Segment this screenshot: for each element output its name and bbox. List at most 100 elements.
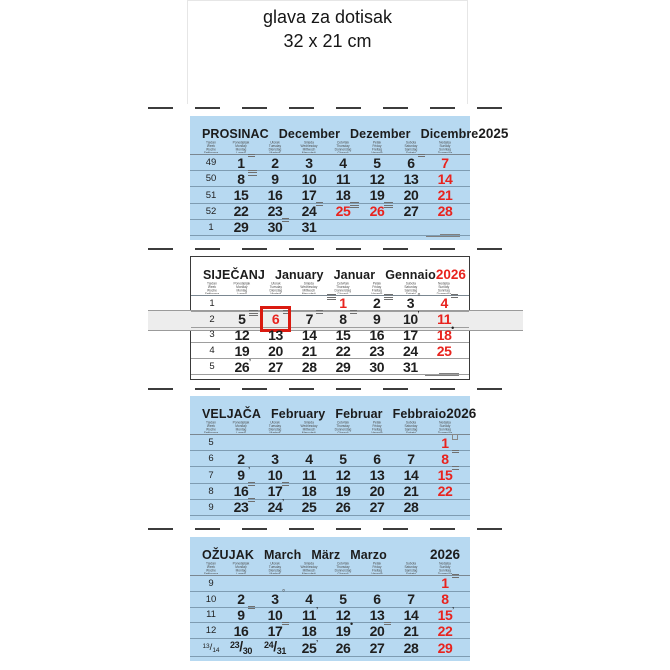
day-cell: 23 <box>369 342 385 359</box>
weekday-header: SrijedaWednesdayMittwochMercoledì <box>292 282 326 294</box>
weekday-name: Martedì <box>259 293 293 294</box>
weekday-name: Samstag <box>404 428 418 432</box>
year-label: 2025 <box>478 126 509 141</box>
day-cell: 12 <box>335 467 351 483</box>
weekday-name: Montag <box>236 289 248 293</box>
day-cell: 2 <box>237 591 245 608</box>
weekday-name: Freitag <box>371 148 382 152</box>
weekday-name: Martedì <box>258 152 292 153</box>
day-annotation <box>248 482 255 487</box>
month-name: January <box>274 268 324 282</box>
week-number: 49 <box>205 157 217 169</box>
weekday-header: TjedanWeekWocheSettimana <box>198 421 224 433</box>
weekday-name: Sonntag <box>438 569 451 573</box>
week-row: 50 8 9 10 11 12 13 14 <box>190 169 470 188</box>
weekday-name: Domenica <box>428 152 462 153</box>
weekday-name: Tuesday <box>268 144 282 148</box>
day-annotation <box>282 482 289 487</box>
weekday-name: Tuesday <box>268 565 282 569</box>
day-cell: 6 <box>373 450 381 467</box>
day-cell: 11 <box>336 170 350 187</box>
calendar-panel-january: SIJEČANJ January Januar Gennaio 2026 Tjedan We… <box>190 256 470 380</box>
weekday-name: Ponedjeljak <box>232 141 250 145</box>
weekday-name: Subota <box>405 282 416 286</box>
weekday-name: Mittwoch <box>302 148 316 152</box>
day-annotation <box>384 621 391 627</box>
current-day-marker: 6 <box>259 306 293 333</box>
weekday-header: SrijedaWednesdayMittwochMercoledì <box>292 562 326 574</box>
weekday-name: Subota <box>405 562 417 566</box>
month-name: März <box>311 548 341 562</box>
weekday-name: Donnerstag <box>334 569 352 573</box>
weekday-name: Week <box>206 565 216 569</box>
day-cell: 30 <box>369 358 385 375</box>
weeks-grid: 9 1 10 2 3 ° 4 5 6 7 8 11 9 10 11’ 12 13 14 15’ 12 16 17 18 19 •… <box>190 574 470 661</box>
weekday-name: Freitag <box>371 569 382 573</box>
day-cell: 14 <box>301 326 317 343</box>
weekday-name: Settimana <box>198 432 224 433</box>
day-cell: 20 <box>268 342 283 359</box>
weekday-name: Tjedan <box>207 282 217 286</box>
year-label: 2026 <box>429 547 460 562</box>
week-row: 10 2 3 ° 4 5 6 7 8 <box>190 589 470 608</box>
weekday-name: Četvrtak <box>336 282 349 286</box>
year-label: 2026 <box>435 267 466 282</box>
day-annotation: ’ <box>248 357 251 369</box>
day-annotation <box>327 294 336 302</box>
month-name: Dicembre <box>420 127 479 141</box>
week-number: 4 <box>209 345 215 357</box>
perforation-line <box>148 107 523 109</box>
day-cell: 3 ° <box>406 292 421 312</box>
weekday-name: Saturday <box>404 565 418 569</box>
weekday-name: Friday <box>372 144 382 148</box>
weekday-header: ČetvrtakThursdayDonnerstagGiovedì <box>326 282 360 294</box>
print-header-size: 32 x 21 cm <box>283 30 372 51</box>
weekday-name: Saturday <box>403 285 417 289</box>
weekday-name: Srijeda <box>303 421 314 425</box>
week-row: 1 29 30 31 <box>190 218 470 237</box>
weekday-name: Thursday <box>336 424 350 428</box>
weekday-name: Montag <box>235 569 247 573</box>
month-title: PROSINAC December Dezember Dicembre <box>202 127 478 141</box>
weekday-name: Freitag <box>371 289 382 293</box>
day-cell: 10 <box>267 606 283 623</box>
week-number: 1 <box>208 221 214 233</box>
week-row: 51 15 16 17 18 19 20 21 <box>190 187 470 204</box>
day-cell: 6 <box>373 591 381 608</box>
day-cell: 9 <box>373 311 381 328</box>
month-title: OŽUJAK March März Marzo <box>202 548 387 562</box>
weekday-name: Saturday <box>404 424 418 428</box>
weekday-name: Week <box>206 144 216 148</box>
day-cell: 5 <box>339 591 347 608</box>
month-name: Dezember <box>350 127 411 141</box>
weekday-header-row: TjedanWeekWocheSettimanaPonedjeljakMonda… <box>191 282 469 296</box>
weekday-header: SubotaSaturdaySamstagSabato <box>394 141 428 153</box>
week-number: 50 <box>205 173 217 185</box>
month-header: OŽUJAK March März Marzo 2026 <box>190 537 470 562</box>
weekday-name: Sabato <box>394 573 428 574</box>
day-cell: 2 <box>237 450 245 467</box>
day-cell: 22 <box>335 342 351 359</box>
day-annotation <box>316 310 324 315</box>
day-cell: 17 <box>258 621 292 638</box>
weekday-name: Wednesday <box>300 144 318 148</box>
day-annotation: ° <box>417 292 421 302</box>
weekday-name: Settimana <box>199 293 225 294</box>
day-cell: 2 <box>271 154 279 171</box>
weekday-header: PetakFridayFreitagVenerdì <box>360 421 394 433</box>
day-cell: 21 <box>301 342 317 359</box>
day-cell: 23 <box>224 498 258 514</box>
weekday-name: Lunedì <box>224 432 258 433</box>
day-annotation <box>383 294 393 302</box>
day-annotation <box>248 498 255 503</box>
week-number: 7 <box>208 469 214 481</box>
weekday-name: Sabato <box>394 152 428 153</box>
day-cell: 22 <box>437 622 453 639</box>
weekday-name: Srijeda <box>303 562 314 566</box>
week-number: 6 <box>208 453 214 465</box>
day-cell: 22 <box>233 203 249 220</box>
day-cell: 14 <box>437 170 453 187</box>
week-row: 49 1 2 3 4 5 6 7 <box>190 153 470 172</box>
day-cell: 27 <box>403 203 419 220</box>
